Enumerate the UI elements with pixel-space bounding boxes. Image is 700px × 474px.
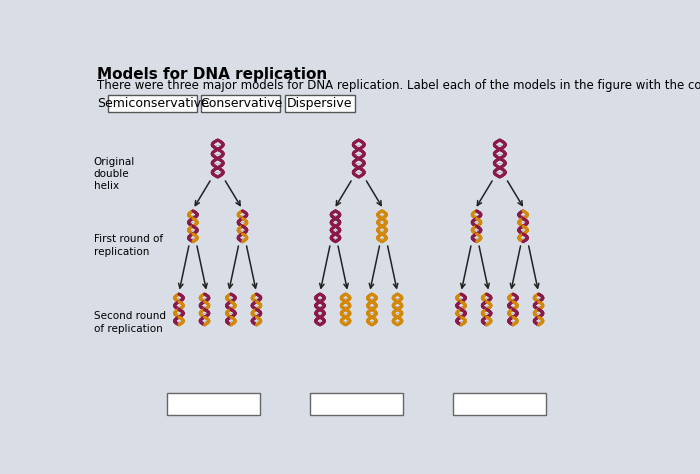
FancyBboxPatch shape xyxy=(285,95,355,111)
FancyBboxPatch shape xyxy=(310,393,403,415)
FancyBboxPatch shape xyxy=(167,393,260,415)
FancyBboxPatch shape xyxy=(202,95,281,111)
Text: Dispersive: Dispersive xyxy=(287,97,353,109)
Text: Models for DNA replication: Models for DNA replication xyxy=(97,67,327,82)
Text: First round of
replication: First round of replication xyxy=(94,234,163,257)
Text: Second round
of replication: Second round of replication xyxy=(94,311,166,334)
Text: Original
double
helix: Original double helix xyxy=(94,156,135,191)
FancyBboxPatch shape xyxy=(108,95,197,111)
Text: There were three major models for DNA replication. Label each of the models in t: There were three major models for DNA re… xyxy=(97,79,700,92)
FancyBboxPatch shape xyxy=(452,393,545,415)
Text: Semiconservative: Semiconservative xyxy=(97,97,209,109)
Text: Conservative: Conservative xyxy=(199,97,282,109)
